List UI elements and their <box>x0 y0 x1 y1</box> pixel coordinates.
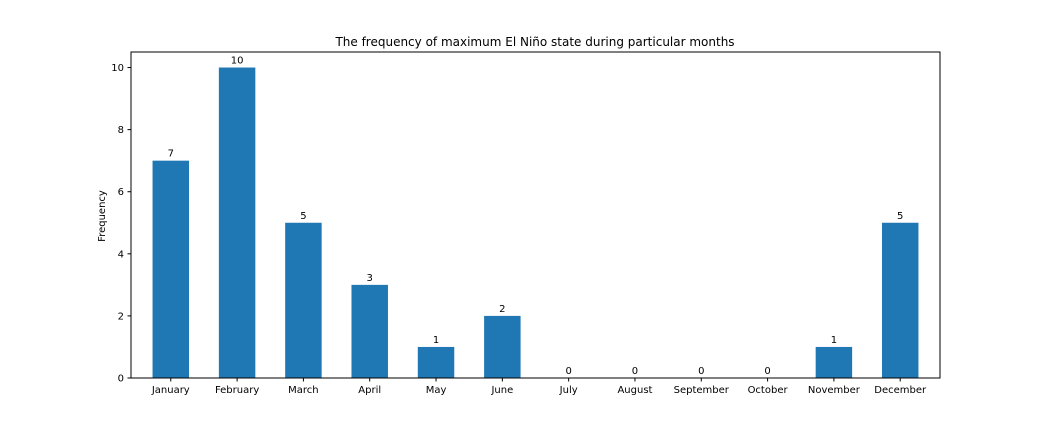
x-tick-label-december: December <box>874 385 927 396</box>
bar-january <box>152 160 190 378</box>
y-axis-label: Frequency <box>97 190 108 242</box>
bars-group: 7 10 5 3 1 2 0 0 0 0 1 5 <box>152 56 919 379</box>
x-tick-label-july: July <box>559 385 578 396</box>
y-tick-label-2: 2 <box>118 311 124 322</box>
plot-frame <box>130 51 941 379</box>
bar-december <box>881 222 919 378</box>
chart-title: The frequency of maximum El Niño state d… <box>334 35 734 49</box>
x-tick-label-november: November <box>808 385 861 396</box>
data-label-june: 2 <box>499 304 505 315</box>
data-label-august: 0 <box>632 366 638 377</box>
bar-march <box>285 222 322 378</box>
data-label-september: 0 <box>698 366 704 377</box>
x-tick-label-february: February <box>215 385 259 396</box>
data-label-april: 3 <box>367 273 373 284</box>
x-tick-label-september: September <box>674 385 730 396</box>
data-label-december: 5 <box>897 211 903 222</box>
data-label-november: 1 <box>831 335 837 346</box>
data-label-october: 0 <box>764 366 770 377</box>
bar-june <box>484 315 521 378</box>
x-tick-label-march: March <box>288 385 318 396</box>
bar-february <box>218 67 256 379</box>
data-label-march: 5 <box>300 211 306 222</box>
data-label-july: 0 <box>565 366 571 377</box>
bar-may <box>417 346 455 378</box>
data-label-february: 10 <box>231 56 244 67</box>
y-tick-label-10: 10 <box>111 63 124 74</box>
x-tick-label-august: August <box>617 385 652 396</box>
x-axis-ticks: January February March April May June July Augu… <box>151 378 927 396</box>
y-tick-label-8: 8 <box>118 125 124 136</box>
x-tick-label-may: May <box>426 385 447 396</box>
data-label-may: 1 <box>433 335 439 346</box>
data-label-january: 7 <box>168 149 174 160</box>
y-axis-ticks: 0 2 4 6 8 10 <box>111 63 131 385</box>
x-tick-label-june: June <box>490 385 513 396</box>
y-tick-label-0: 0 <box>118 374 124 385</box>
y-tick-label-6: 6 <box>118 187 124 198</box>
bar-april <box>351 284 388 378</box>
x-tick-label-january: January <box>151 385 190 396</box>
x-tick-label-april: April <box>358 385 381 396</box>
x-tick-label-october: October <box>748 385 789 396</box>
y-tick-label-4: 4 <box>118 249 124 260</box>
bar-november <box>815 346 853 378</box>
